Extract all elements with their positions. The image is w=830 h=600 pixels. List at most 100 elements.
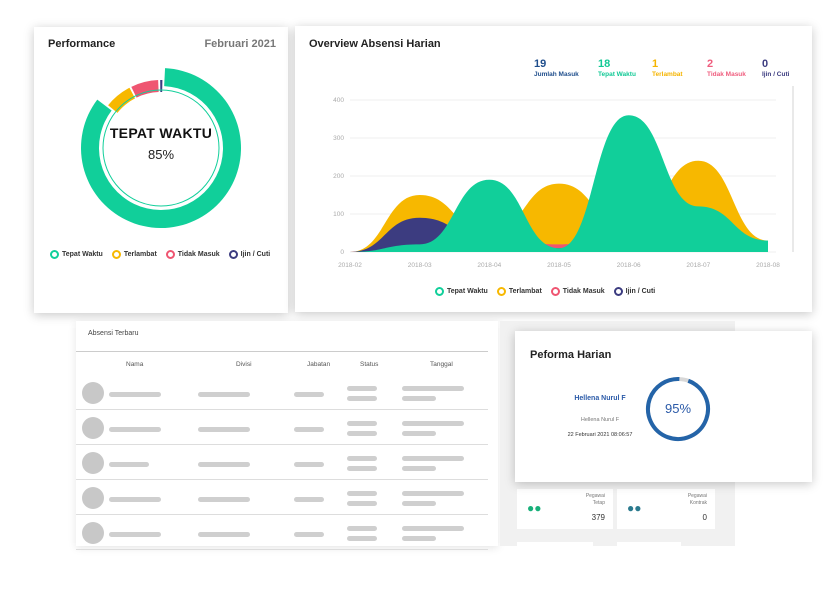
daily-performance-card: Peforma Harian Hellena Nurul F Hellena N… [515, 331, 812, 482]
y-tick-label: 0 [340, 249, 344, 256]
table-header-status[interactable]: Status [360, 361, 379, 368]
skeleton-bar [109, 532, 161, 537]
stat-label: Terlambat [652, 71, 683, 78]
skeleton-bar [198, 462, 250, 467]
table-row[interactable] [76, 481, 488, 515]
legend-item-ijin-cuti[interactable]: Ijin / Cuti [228, 250, 270, 259]
stat-card-pegawai-tetap[interactable]: ●● Pegawai Tetap 379 [517, 489, 613, 529]
x-tick-label: 2018-03 [408, 262, 432, 269]
x-tick-label: 2018-07 [686, 262, 710, 269]
legend-item-ijin-cuti[interactable]: Ijin / Cuti [613, 287, 655, 296]
employee-name[interactable]: Hellena Nurul F [574, 395, 626, 402]
legend-item-tepat-waktu[interactable]: Tepat Waktu [50, 250, 103, 259]
table-header-tanggal[interactable]: Tanggal [430, 361, 453, 368]
skeleton-bar [347, 501, 377, 506]
recent-attendance-table: Absensi Terbaru Nama Divisi Jabatan Stat… [76, 321, 498, 550]
legend-dot-icon [165, 250, 175, 259]
skeleton-bar [198, 532, 250, 537]
legend-dot-icon [613, 287, 623, 296]
overview-title: Overview Absensi Harian [309, 38, 441, 50]
table-header-nama[interactable]: Nama [126, 361, 144, 368]
skeleton-bar [347, 421, 377, 426]
divider [76, 351, 488, 352]
y-tick-label: 100 [333, 211, 344, 218]
area-series-tepat-waktu[interactable] [350, 115, 768, 252]
table-row[interactable] [76, 376, 488, 410]
skeleton-bar [109, 497, 161, 502]
y-tick-label: 300 [333, 135, 344, 142]
skeleton-bar [294, 532, 324, 537]
skeleton-bar [347, 466, 377, 471]
legend-item-terlambat[interactable]: Terlambat [496, 287, 542, 296]
legend-item-tepat-waktu[interactable]: Tepat Waktu [435, 287, 488, 296]
donut-center-label: TEPAT WAKTU [109, 125, 213, 141]
table-row[interactable] [76, 446, 488, 480]
stat-ijin-cuti: 0 Ijin / Cuti [762, 58, 789, 78]
stat-label: Tepat Waktu [598, 71, 636, 78]
table-row[interactable] [76, 516, 488, 550]
skeleton-bar [347, 431, 377, 436]
performance-month[interactable]: Februari 2021 [204, 38, 276, 50]
stat-value: 2 [707, 58, 714, 70]
table-header-divisi[interactable]: Divisi [236, 361, 252, 368]
performance-card: Performance Februari 2021 TEPAT WAKTU 85… [34, 27, 288, 313]
x-tick-label: 2018-08 [756, 262, 780, 269]
x-tick-label: 2018-06 [617, 262, 641, 269]
performance-ring-value: 95% [664, 401, 692, 416]
users-icon: ●● [527, 501, 542, 515]
legend-label: Terlambat [508, 288, 542, 295]
stat-value: 19 [534, 58, 547, 70]
skeleton-bar [294, 392, 324, 397]
stat-label: Ijin / Cuti [762, 71, 790, 78]
performance-title: Performance [48, 38, 116, 50]
stat-card-pegawai-kontrak[interactable]: ●● Pegawai Kontrak 0 [617, 489, 715, 529]
donut-center: TEPAT WAKTU 85% [76, 125, 246, 162]
stat-jumlah-masuk: 19 Jumlah Masuk [534, 58, 579, 78]
donut-slice-tidak-masuk [131, 80, 159, 98]
skeleton-bar [347, 396, 377, 401]
employee-datetime: 22 Februari 2021 08:06:57 [567, 432, 633, 438]
skeleton-bar [109, 427, 161, 432]
x-tick-label: 2018-05 [547, 262, 571, 269]
skeleton-bar [402, 491, 464, 496]
y-tick-label: 400 [333, 97, 344, 104]
legend-dot-icon [550, 287, 560, 296]
table-row[interactable] [76, 411, 488, 445]
legend-item-tidak-masuk[interactable]: Tidak Masuk [550, 287, 605, 296]
avatar [82, 417, 104, 439]
skeleton-bar [294, 462, 324, 467]
legend-dot-icon [111, 250, 121, 259]
performance-legend: Tepat Waktu Terlambat Tidak Masuk Ijin /… [50, 250, 270, 259]
skeleton-bar [402, 526, 464, 531]
skeleton-bar [109, 392, 161, 397]
donut-slice-ijin-cuti [160, 80, 163, 93]
skeleton-bar [198, 392, 250, 397]
table-title: Absensi Terbaru [88, 330, 139, 337]
performance-ring [646, 377, 710, 441]
skeleton-bar [402, 456, 464, 461]
legend-dot-icon [50, 250, 59, 259]
performance-donut-chart [81, 68, 241, 228]
skeleton-bar [402, 386, 464, 391]
table-header-jabatan[interactable]: Jabatan [307, 361, 331, 368]
stat-tepat-waktu: 18 Tepat Waktu [598, 58, 636, 78]
legend-item-tidak-masuk[interactable]: Tidak Masuk [165, 250, 220, 259]
legend-label: Tidak Masuk [177, 251, 220, 258]
skeleton-bar [402, 536, 436, 541]
skeleton-bar [347, 536, 377, 541]
legend-label: Tidak Masuk [562, 288, 605, 295]
legend-label: Tepat Waktu [62, 251, 103, 258]
skeleton-bar [347, 386, 377, 391]
donut-inner-ring [102, 89, 220, 207]
avatar [82, 522, 104, 544]
stat-value: 0 [762, 58, 769, 70]
skeleton-bar [402, 466, 436, 471]
legend-dot-icon [435, 287, 444, 296]
donut-center-value: 85% [147, 147, 175, 162]
stat-label: Tidak Masuk [707, 71, 746, 78]
stat-card-value: 379 [591, 513, 605, 522]
stat-label: Jumlah Masuk [534, 71, 579, 78]
employee-subname: Hellena Nurul F [580, 417, 620, 423]
stat-card-caption: Pegawai Tetap [585, 493, 605, 506]
legend-item-terlambat[interactable]: Terlambat [111, 250, 157, 259]
